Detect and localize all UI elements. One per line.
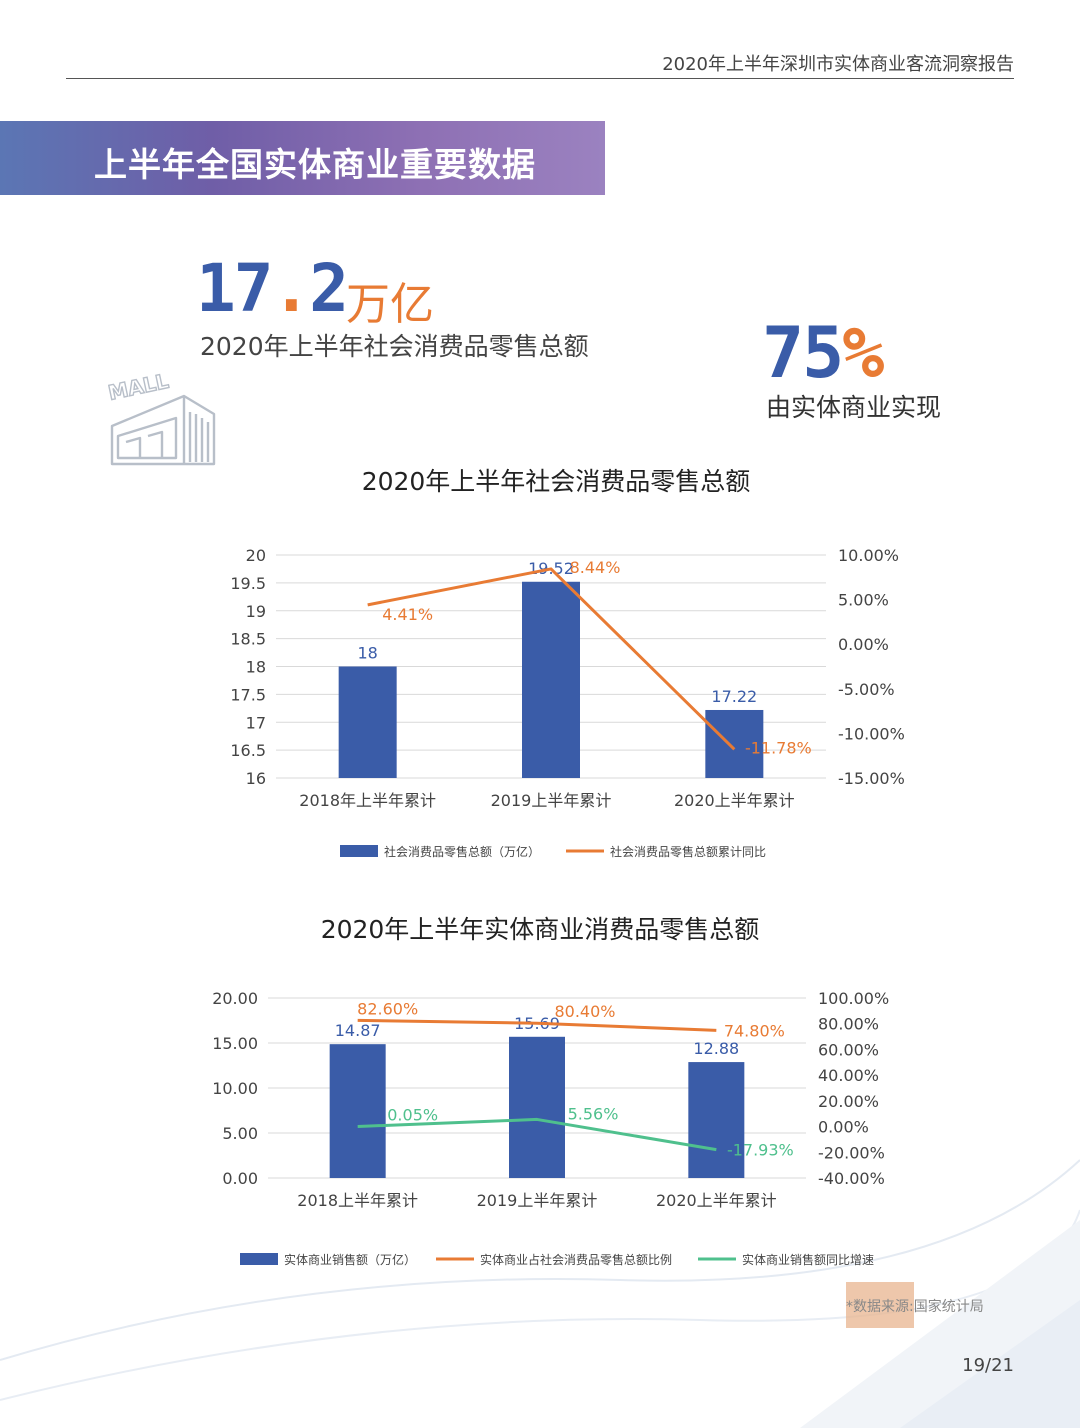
- line-data-label: 80.40%: [554, 1002, 615, 1021]
- y-left-tick-label: 15.00: [212, 1034, 258, 1053]
- kpi-total-value: 17.2: [196, 250, 349, 327]
- series-line: [357, 1117, 717, 1152]
- bar-data-label: 12.88: [693, 1039, 739, 1058]
- bar: [338, 666, 397, 778]
- legend-label: 实体商业销售额（万亿）: [284, 1252, 416, 1267]
- background-wave-decoration: [0, 1159, 1080, 1428]
- y-left-tick-label: 20: [246, 546, 266, 565]
- mall-sign-text: MALL: [106, 369, 171, 405]
- kpi-share-label: 由实体商业实现: [766, 393, 942, 422]
- legend-label: 实体商业占社会消费品零售总额比例: [480, 1252, 672, 1267]
- bar: [329, 1044, 386, 1178]
- y-left-tick-label: 20.00: [212, 989, 258, 1008]
- legend-label: 实体商业销售额同比增速: [742, 1252, 874, 1267]
- y-right-tick-label: -5.00%: [838, 680, 895, 699]
- chart2-title: 2020年上半年实体商业消费品零售总额: [320, 915, 760, 944]
- report-title: 2020年上半年深圳市实体商业客流洞察报告: [662, 54, 1014, 75]
- data-source: *数据来源:国家统计局: [846, 1299, 984, 1315]
- y-left-tick-label: 0.00: [222, 1169, 258, 1188]
- kpi-total-unit: 万亿: [346, 279, 434, 330]
- y-left-tick-label: 17.5: [230, 685, 266, 704]
- y-left-tick-label: 10.00: [212, 1079, 258, 1098]
- y-left-tick-label: 5.00: [222, 1124, 258, 1143]
- y-left-tick-label: 16.5: [230, 741, 266, 760]
- section-title: 上半年全国实体商业重要数据: [94, 145, 536, 184]
- bar: [522, 581, 580, 778]
- bar: [688, 1062, 745, 1178]
- y-right-tick-label: 80.00%: [818, 1015, 879, 1034]
- x-category-label: 2019上半年累计: [477, 1191, 598, 1210]
- line-data-label: 5.56%: [568, 1104, 619, 1123]
- y-left-tick-label: 19.5: [230, 574, 266, 593]
- y-left-tick-label: 18.5: [230, 630, 266, 649]
- y-right-tick-label: 0.00%: [838, 635, 889, 654]
- kpi-share-value: 75%: [762, 312, 884, 394]
- y-right-tick-label: -15.00%: [838, 769, 905, 788]
- line-data-label: 8.44%: [570, 558, 621, 577]
- line-data-label: 4.41%: [382, 605, 433, 624]
- y-right-tick-label: 10.00%: [838, 546, 899, 565]
- y-right-tick-label: -10.00%: [838, 724, 905, 743]
- x-category-label: 2020上半年累计: [656, 1191, 777, 1210]
- y-right-tick-label: 20.00%: [818, 1092, 879, 1111]
- physical-retail-chart: 0.00 5.00 10.00 15.00 20.00 -40.00% -20.00% 0.0…: [212, 989, 889, 1267]
- x-category-label: 2018上半年累计: [297, 1191, 418, 1210]
- header-divider: [66, 78, 1014, 79]
- legend-swatch: [240, 1253, 278, 1265]
- bar: [509, 1036, 565, 1178]
- line-data-label: -11.78%: [745, 738, 812, 757]
- x-category-label: 2019上半年累计: [491, 791, 612, 810]
- y-left-tick-label: 17: [246, 713, 266, 732]
- mall-building-icon: MALL: [105, 368, 216, 466]
- retail-sales-chart: 16 16.5 17 17.5 18 18.5 19 19.5 20 -15.00% -10.00%…: [230, 546, 905, 859]
- line-data-label: 82.60%: [357, 999, 418, 1018]
- source-highlight: [846, 1282, 914, 1328]
- y-right-tick-label: 5.00%: [838, 591, 889, 610]
- page-number: 19/21: [962, 1355, 1014, 1376]
- line-data-label: -17.93%: [727, 1141, 794, 1160]
- x-category-label: 2018年上半年累计: [299, 791, 436, 810]
- y-left-tick-label: 18: [246, 658, 266, 677]
- series-line: [357, 1018, 717, 1032]
- y-right-tick-label: -40.00%: [818, 1169, 885, 1188]
- y-right-tick-label: 0.00%: [818, 1118, 869, 1137]
- bar-data-label: 17.22: [711, 687, 757, 706]
- series-line: [367, 567, 736, 751]
- kpi-total-label: 2020年上半年社会消费品零售总额: [200, 332, 589, 361]
- legend-label: 社会消费品零售总额累计同比: [610, 844, 766, 859]
- line-data-label: 74.80%: [724, 1021, 785, 1040]
- legend-label: 社会消费品零售总额（万亿）: [384, 844, 540, 859]
- y-right-tick-label: 60.00%: [818, 1040, 879, 1059]
- bar-data-label: 18: [357, 644, 377, 663]
- legend-swatch: [340, 845, 378, 857]
- y-right-tick-label: 40.00%: [818, 1066, 879, 1085]
- x-category-label: 2020上半年累计: [674, 791, 795, 810]
- chart1-title: 2020年上半年社会消费品零售总额: [361, 467, 751, 496]
- y-right-tick-label: -20.00%: [818, 1143, 885, 1162]
- line-data-label: 0.05%: [387, 1106, 438, 1125]
- y-left-tick-label: 16: [246, 769, 266, 788]
- bar-data-label: 14.87: [335, 1021, 381, 1040]
- bar: [705, 709, 764, 778]
- y-right-tick-label: 100.00%: [818, 989, 889, 1008]
- y-left-tick-label: 19: [246, 602, 266, 621]
- section-banner: 上半年全国实体商业重要数据: [0, 121, 605, 195]
